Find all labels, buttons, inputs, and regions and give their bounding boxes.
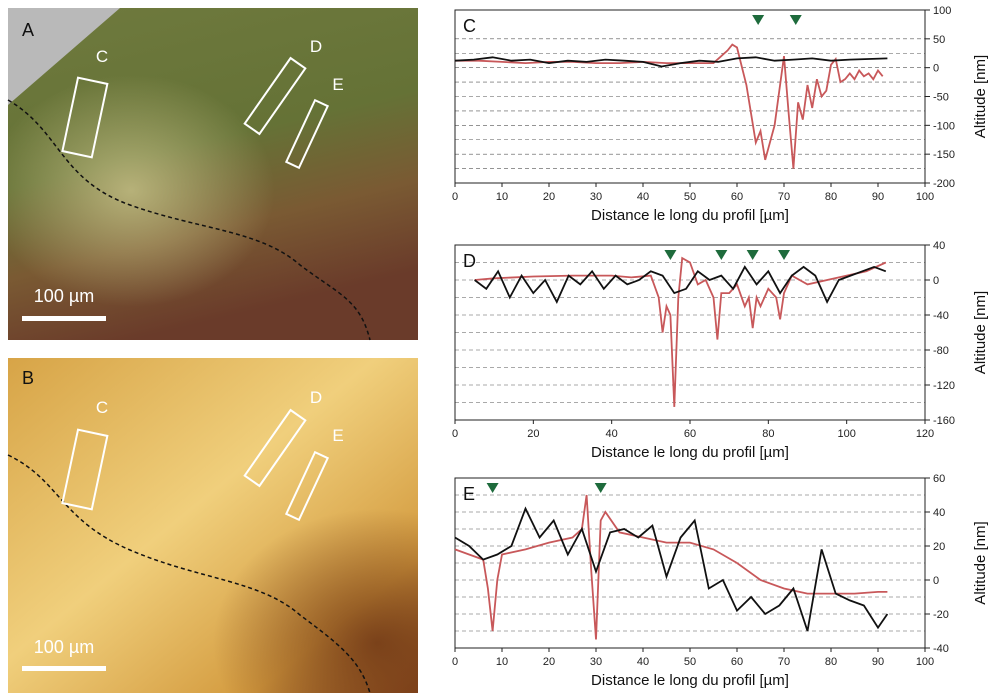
y-axis-label: Altitude [nm] [972, 55, 989, 138]
x-tick-label: 80 [825, 656, 837, 668]
image-a [7, 8, 418, 341]
panel-label: D [463, 251, 476, 271]
x-tick-label: 60 [684, 428, 696, 440]
x-tick-label: 40 [637, 191, 649, 203]
x-tick-label: 30 [590, 191, 602, 203]
marker-triangle [594, 483, 607, 493]
panel-label: E [463, 484, 475, 504]
x-tick-label: 20 [527, 428, 539, 440]
y-tick-label: -40 [933, 643, 949, 655]
x-tick-label: 20 [543, 191, 555, 203]
x-tick-label: 40 [606, 428, 618, 440]
y-tick-label: 0 [933, 275, 939, 287]
panel-label: B [22, 368, 34, 388]
x-tick-label: 0 [452, 656, 458, 668]
region-label: D [310, 388, 322, 407]
x-axis-label: Distance le long du profil [µm] [591, 207, 789, 224]
marker-triangle [789, 15, 802, 25]
y-tick-label: -50 [933, 92, 949, 104]
x-tick-label: 10 [496, 656, 508, 668]
y-tick-label: -150 [933, 149, 955, 161]
y-tick-label: -200 [933, 178, 955, 190]
region-label: E [332, 426, 343, 445]
x-tick-label: 120 [916, 428, 934, 440]
marker-triangle [746, 250, 759, 260]
x-tick-label: 60 [731, 191, 743, 203]
marker-triangle [486, 483, 499, 493]
profile-line [474, 256, 887, 407]
y-axis-label: Altitude [nm] [972, 521, 989, 604]
y-tick-label: 20 [933, 541, 945, 553]
profile-line [454, 494, 888, 640]
x-tick-label: 30 [590, 656, 602, 668]
scale-bar-label: 100 µm [34, 286, 94, 306]
region-label: C [96, 47, 108, 66]
x-tick-label: 50 [684, 191, 696, 203]
marker-triangle [778, 250, 790, 260]
x-axis-label: Distance le long du profil [µm] [591, 672, 789, 689]
x-tick-label: 80 [825, 191, 837, 203]
scale-bar-label: 100 µm [34, 637, 94, 657]
x-tick-label: 10 [496, 191, 508, 203]
y-tick-label: 40 [933, 507, 945, 519]
x-tick-label: 20 [543, 656, 555, 668]
profile-line [455, 43, 884, 169]
marker-triangle [664, 250, 677, 260]
marker-triangle [752, 15, 765, 25]
x-tick-label: 50 [684, 656, 696, 668]
x-tick-label: 70 [778, 191, 790, 203]
image-b [7, 358, 418, 694]
x-tick-label: 100 [837, 428, 855, 440]
x-axis-label: Distance le long du profil [µm] [591, 444, 789, 461]
marker-triangle [715, 250, 728, 260]
region-label: E [332, 75, 343, 94]
y-tick-label: -100 [933, 120, 955, 132]
y-tick-label: -20 [933, 609, 949, 621]
y-tick-label: 100 [933, 5, 951, 17]
region-label: D [310, 37, 322, 56]
y-axis-label: Altitude [nm] [972, 291, 989, 374]
y-tick-label: -80 [933, 345, 949, 357]
panel-label: A [22, 20, 34, 40]
y-tick-label: 0 [933, 575, 939, 587]
y-tick-label: -120 [933, 380, 955, 392]
profile-line [454, 506, 889, 632]
x-tick-label: 90 [872, 656, 884, 668]
x-tick-label: 60 [731, 656, 743, 668]
y-tick-label: -40 [933, 310, 949, 322]
y-tick-label: 60 [933, 473, 945, 485]
x-tick-label: 100 [916, 656, 934, 668]
profile-line [454, 56, 888, 68]
x-tick-label: 100 [916, 191, 934, 203]
panel-label: C [463, 16, 476, 36]
x-tick-label: 0 [452, 428, 458, 440]
x-tick-label: 40 [637, 656, 649, 668]
x-tick-label: 0 [452, 191, 458, 203]
profile-line [474, 265, 887, 304]
y-tick-label: -160 [933, 415, 955, 427]
x-tick-label: 90 [872, 191, 884, 203]
x-tick-label: 70 [778, 656, 790, 668]
x-tick-label: 80 [762, 428, 774, 440]
region-label: C [96, 398, 108, 417]
y-tick-label: 0 [933, 63, 939, 75]
y-tick-label: 50 [933, 34, 945, 46]
y-tick-label: 40 [933, 240, 945, 252]
